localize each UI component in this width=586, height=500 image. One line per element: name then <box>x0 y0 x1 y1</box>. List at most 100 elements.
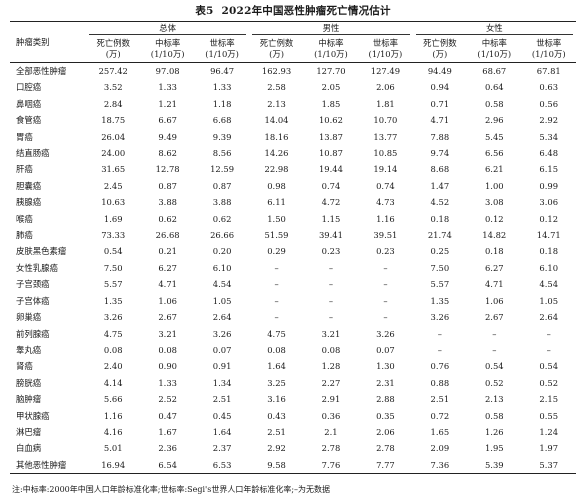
value-cell: 2.88 <box>376 394 395 405</box>
value-cell: – <box>274 262 279 273</box>
subheader-deaths: 死亡例数 (万) <box>412 35 468 63</box>
value-cell: 4.72 <box>321 197 341 208</box>
group-header-label: 男性 <box>252 22 410 35</box>
value-cell: 8.62 <box>158 148 177 159</box>
value-cell: 6.27 <box>158 262 177 273</box>
table-number: 表5 <box>195 5 214 17</box>
table-row: 淋巴瘤 4.16 1.67 1.64 2.51 2.1 2.06 1.65 1.26 1.24 <box>10 424 576 440</box>
value-cell: 5.34 <box>539 131 559 142</box>
value-cell: 2.52 <box>158 394 177 405</box>
cancer-type-cell: 其他恶性肿瘤 <box>10 456 86 475</box>
value-cell: 3.26 <box>103 312 123 323</box>
subheader-unit: (1/10万) <box>531 48 566 59</box>
value-cell: – <box>383 312 388 323</box>
value-cell: 2.51 <box>267 426 286 437</box>
cancer-type-cell: 膀胱癌 <box>16 377 42 388</box>
value-cell: 0.54 <box>484 361 504 372</box>
table-row: 前列腺癌 4.75 3.21 3.26 4.75 3.21 3.26 – – – <box>10 326 576 342</box>
table-row: 鼻咽癌 2.84 1.21 1.18 2.13 1.85 1.81 0.71 0.58 0.56 <box>10 96 576 112</box>
value-cell: 7.88 <box>430 131 450 142</box>
value-cell: – <box>274 279 279 290</box>
value-cell: 5.01 <box>103 443 123 454</box>
value-cell: 4.71 <box>484 279 504 290</box>
value-cell: 10.63 <box>101 197 126 208</box>
value-cell: 2.27 <box>321 377 341 388</box>
table-row: 全部恶性肿瘤 257.42 97.08 96.47 162.93 127.70 127.49… <box>10 63 576 80</box>
value-cell: 0.18 <box>484 246 504 257</box>
value-cell: 19.14 <box>373 164 398 175</box>
value-cell: 10.85 <box>373 148 398 159</box>
subheader-unit: (万) <box>105 48 121 59</box>
value-cell: 0.87 <box>212 180 232 191</box>
value-cell: 0.98 <box>267 180 286 191</box>
value-cell: 4.52 <box>430 197 450 208</box>
value-cell: 6.68 <box>212 115 232 126</box>
table-row: 口腔癌 3.52 1.33 1.33 2.58 2.05 2.06 0.94 0.64 0.63 <box>10 79 576 95</box>
value-cell: 6.10 <box>212 262 232 273</box>
value-cell: 162.93 <box>261 66 292 76</box>
value-cell: 0.52 <box>484 377 504 388</box>
value-cell: 22.98 <box>264 164 289 175</box>
cancer-type-cell: 全部恶性肿瘤 <box>16 66 67 76</box>
value-cell: 3.88 <box>158 197 177 208</box>
value-cell: 26.04 <box>101 131 126 142</box>
table-row: 子宫颈癌 5.57 4.71 4.54 – – – 5.57 4.71 4.54 <box>10 276 576 292</box>
value-cell: 12.59 <box>210 164 235 175</box>
value-cell: 2.13 <box>484 394 504 405</box>
value-cell: – <box>437 344 442 355</box>
value-cell: 0.94 <box>430 82 450 93</box>
value-cell: – <box>546 344 551 355</box>
value-cell: 3.16 <box>267 394 286 405</box>
value-cell: 5.39 <box>467 456 522 475</box>
value-cell: 1.85 <box>321 98 341 109</box>
table-row: 卵巢癌 3.26 2.67 2.64 – – – 3.26 2.67 2.64 <box>10 309 576 325</box>
value-cell: 2.45 <box>103 180 123 191</box>
subheader-label: 中标率 <box>155 38 181 48</box>
value-cell: 0.35 <box>376 410 395 421</box>
value-cell: 1.50 <box>267 213 286 224</box>
value-cell: 0.36 <box>321 410 341 421</box>
value-cell: 0.08 <box>321 344 341 355</box>
value-cell: – <box>328 312 334 323</box>
value-cell: 13.87 <box>318 131 343 142</box>
value-cell: 10.62 <box>318 115 343 126</box>
value-cell: 1.67 <box>158 426 177 437</box>
cancer-type-cell: 胆囊癌 <box>16 180 42 191</box>
value-cell: 0.29 <box>267 246 286 257</box>
value-cell: 0.08 <box>267 344 286 355</box>
value-cell: 7.76 <box>303 456 359 475</box>
value-cell: 1.16 <box>103 410 123 421</box>
value-cell: 3.08 <box>484 197 504 208</box>
value-cell: – <box>328 295 334 306</box>
value-cell: 4.54 <box>539 279 559 290</box>
value-cell: 3.25 <box>267 377 286 388</box>
cancer-type-cell: 子宫体癌 <box>16 295 50 306</box>
table-row: 胃癌 26.04 9.49 9.39 18.16 13.87 13.77 7.88 5.45 5.… <box>10 129 576 145</box>
value-cell: 9.39 <box>212 131 232 142</box>
value-cell: 39.51 <box>373 230 398 241</box>
value-cell: 257.42 <box>98 66 128 76</box>
value-cell: 0.87 <box>158 180 177 191</box>
value-cell: 0.18 <box>539 246 559 257</box>
cancer-type-cell: 女性乳腺癌 <box>16 262 58 273</box>
value-cell: 67.81 <box>536 66 561 76</box>
cancer-type-cell: 卵巢癌 <box>16 312 42 323</box>
value-cell: 0.52 <box>539 377 559 388</box>
value-cell: 1.06 <box>484 295 504 306</box>
subheader-asr-world: 世标率 (1/10万) <box>521 35 576 63</box>
subheader-label: 中标率 <box>481 38 507 48</box>
subheader-unit: (万) <box>432 48 448 59</box>
value-cell: 1.18 <box>212 98 232 109</box>
value-cell: 0.88 <box>430 377 450 388</box>
subheader-label: 世标率 <box>209 38 235 48</box>
value-cell: 4.73 <box>376 197 395 208</box>
subheader-label: 死亡例数 <box>259 38 294 48</box>
value-cell: 9.74 <box>430 148 450 159</box>
value-cell: 1.35 <box>430 295 450 306</box>
subheader-label: 世标率 <box>372 38 398 48</box>
subheader-asr-china: 中标率 (1/10万) <box>303 35 359 63</box>
value-cell: 2.51 <box>430 394 450 405</box>
value-cell: 19.44 <box>318 164 343 175</box>
value-cell: 6.10 <box>539 262 559 273</box>
value-cell: 0.07 <box>212 344 232 355</box>
